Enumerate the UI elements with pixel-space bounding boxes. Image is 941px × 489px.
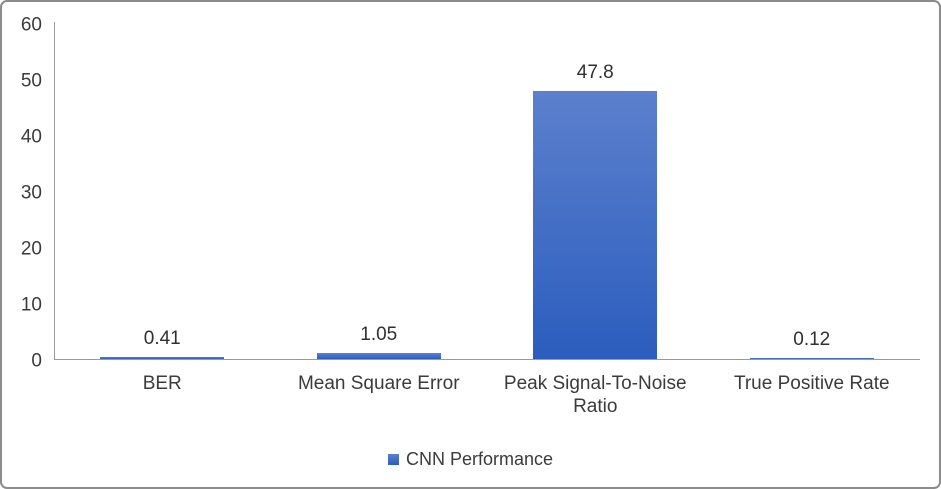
plot-area: 0.41 1.05 47.8 0.12 [54,23,920,359]
legend: CNN Performance [2,448,939,470]
category-label: True Positive Rate [733,373,890,394]
legend-swatch-icon [387,453,399,465]
category-label: Mean Square Error [297,373,460,394]
y-axis-line [54,22,55,359]
bar [316,353,441,359]
data-label: 47.8 [576,62,614,84]
bar [749,358,874,359]
y-tick-label: 20 [20,238,42,260]
x-axis-line [54,359,920,360]
data-label: 1.05 [360,324,398,346]
data-label: 0.12 [793,329,831,350]
data-label: 0.41 [143,327,181,349]
y-tick-label: 40 [20,126,42,148]
legend-label: CNN Performance [405,448,554,469]
y-tick-label: 10 [20,294,42,316]
y-tick-label: 0 [31,350,42,372]
category-label: BER [142,373,182,394]
y-tick-label: 60 [20,14,42,36]
category-label: Peak Signal-To-Noise Ratio [503,373,687,417]
bar [100,356,225,359]
y-tick-label: 50 [20,70,42,92]
y-tick-label: 30 [20,182,42,204]
bar [533,91,658,359]
